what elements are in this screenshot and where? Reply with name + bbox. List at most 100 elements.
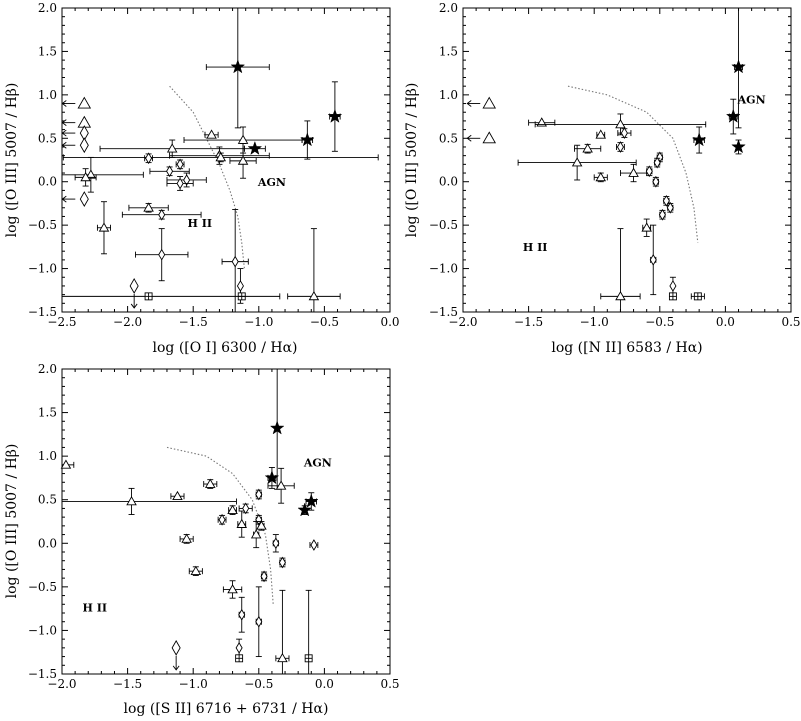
data-point (299, 120, 315, 160)
nii-diagnostic-panel: log ([N II] 6583 / Hα) log ([O III] 5007… (404, 1, 801, 356)
diamond-marker (669, 280, 677, 292)
diamond-marker (158, 248, 166, 261)
data-point (256, 520, 267, 531)
diamond-marker (310, 539, 318, 551)
data-point (227, 504, 238, 515)
data-point (99, 139, 245, 158)
x-tick-label: −1.5 (179, 315, 208, 329)
data-point (275, 589, 290, 675)
diamond-marker (166, 165, 174, 178)
triangle-marker (98, 222, 110, 232)
x-tick-label: −2.0 (47, 677, 76, 691)
triangle-marker (275, 480, 287, 490)
y-tick-label: −1.5 (28, 667, 57, 681)
region-label: AGN (737, 94, 766, 107)
diamond-marker (236, 280, 244, 292)
y-tick-label: −1.5 (429, 305, 458, 319)
diamond-marker (183, 174, 191, 186)
triangle-marker (641, 222, 652, 232)
data-point (662, 194, 670, 207)
diamond-marker (145, 152, 153, 165)
diamond-marker (176, 177, 184, 190)
data-point (61, 191, 89, 207)
triangle-marker (190, 565, 202, 575)
data-point (255, 586, 263, 658)
diamond-marker (235, 641, 243, 654)
triangle-marker (215, 151, 227, 162)
arrow-head (61, 129, 67, 137)
triangle-marker (628, 167, 639, 177)
diamond-marker (260, 570, 268, 583)
x-tick-label: −1.0 (580, 315, 609, 329)
data-point (652, 175, 660, 188)
data-point (669, 276, 677, 296)
triangle-marker (166, 143, 178, 153)
triangle-marker (595, 171, 607, 182)
plot-frame (61, 7, 391, 313)
diamond-marker (129, 278, 139, 294)
triangle-marker (236, 518, 248, 528)
data-point (61, 137, 89, 154)
y-tick-label: 0.0 (38, 536, 57, 550)
x-tick-label: −1.5 (514, 315, 543, 329)
diamond-marker (242, 502, 250, 515)
demarcation-curve (169, 85, 245, 269)
arrow-head (61, 141, 67, 149)
data-point (204, 129, 219, 139)
arrow-head (61, 195, 67, 203)
oi-diagnostic-panel: log ([O I] 6300 / Hα) log ([O III] 5007 … (4, 1, 400, 356)
region-label: H II (523, 241, 548, 254)
data-point (74, 168, 97, 187)
region-label: AGN (257, 176, 286, 189)
data-point (595, 129, 607, 139)
x-tick-label: −1.0 (179, 677, 208, 691)
star-marker (230, 59, 246, 74)
triangle-marker (227, 504, 238, 514)
x-tick-label: −0.5 (244, 677, 273, 691)
diamond-marker (620, 127, 628, 139)
triangle-marker (615, 290, 626, 301)
x-tick-label: −2.5 (47, 315, 76, 329)
data-point (574, 143, 602, 154)
data-point (725, 98, 741, 135)
x-tick-label: 0.0 (315, 677, 334, 691)
data-point (96, 201, 111, 255)
y-tick-label: 2.0 (38, 362, 57, 376)
triangle-marker (181, 533, 192, 543)
region-label: H II (188, 217, 213, 230)
triangle-marker (204, 478, 216, 488)
diamond-marker (218, 513, 226, 526)
data-point (61, 96, 92, 109)
triangle-marker (227, 584, 238, 594)
plot-frame (462, 7, 792, 313)
triangle-marker (237, 134, 249, 144)
data-point (235, 654, 244, 663)
data-point (62, 151, 379, 163)
data-point (221, 209, 249, 313)
x-tick-label: 0.0 (380, 315, 399, 329)
data-point (121, 208, 202, 221)
data-point (250, 521, 262, 549)
triangle-marker (126, 496, 137, 506)
x-axis-label: log ([S II] 6716 + 6731 / Hα) (124, 701, 329, 717)
y-tick-label: 0.5 (439, 131, 458, 145)
data-point (144, 152, 153, 165)
data-point (617, 127, 632, 139)
data-point (466, 96, 497, 109)
diamond-marker (278, 556, 286, 569)
diamond-marker (255, 615, 263, 628)
y-tick-label: 1.5 (38, 44, 57, 58)
diamond-marker (255, 488, 263, 501)
triangle-marker (256, 520, 267, 530)
data-point (528, 117, 556, 127)
data-point (238, 502, 253, 515)
data-point (304, 589, 313, 675)
data-point (235, 638, 243, 658)
data-point (731, 7, 746, 129)
triangle-marker (80, 171, 91, 182)
diamond-marker (666, 201, 674, 214)
data-point (641, 218, 652, 237)
triangle-marker (571, 157, 583, 167)
data-point (61, 115, 92, 128)
